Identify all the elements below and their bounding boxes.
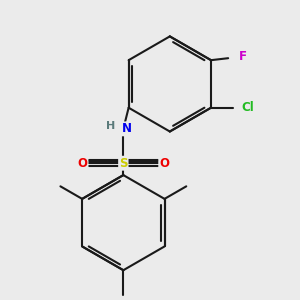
Text: O: O: [77, 157, 87, 170]
Text: Cl: Cl: [241, 101, 254, 114]
Text: O: O: [159, 157, 169, 170]
Text: N: N: [122, 122, 132, 135]
Text: F: F: [239, 50, 247, 63]
Text: H: H: [106, 121, 116, 131]
Text: S: S: [119, 157, 128, 170]
